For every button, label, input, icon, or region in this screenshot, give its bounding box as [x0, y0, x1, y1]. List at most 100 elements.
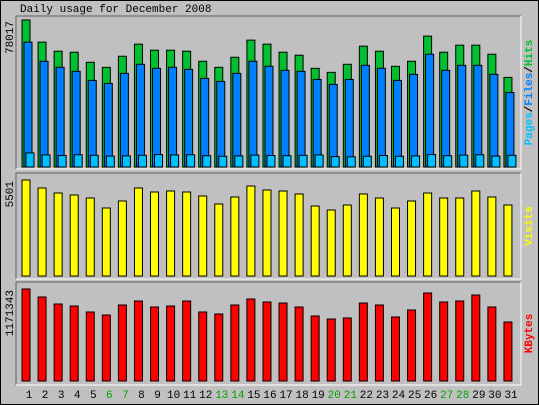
bar	[487, 306, 497, 382]
bar	[137, 154, 147, 168]
legend-separator: /	[524, 66, 536, 73]
bar	[310, 315, 320, 382]
legend: KBytes	[524, 314, 536, 354]
bar	[425, 53, 435, 168]
bar	[489, 73, 499, 168]
bar	[250, 154, 260, 168]
bar	[491, 155, 501, 168]
bar	[21, 179, 31, 277]
bar	[41, 154, 51, 168]
y-tick-label: 5501	[5, 181, 17, 208]
bar	[73, 154, 83, 168]
bar	[182, 300, 192, 382]
bar	[135, 63, 145, 168]
bar	[53, 192, 63, 277]
panel-border	[16, 16, 522, 170]
bar	[439, 301, 449, 382]
x-tick-label: 12	[199, 390, 212, 402]
bar	[103, 82, 113, 168]
bar	[441, 69, 451, 168]
bar	[234, 155, 244, 168]
x-tick-label: 25	[408, 390, 421, 402]
bar	[455, 197, 465, 277]
bar	[200, 77, 210, 168]
bar	[310, 205, 320, 277]
bar	[312, 78, 322, 168]
bar	[168, 66, 178, 168]
x-tick-label: 7	[122, 390, 129, 402]
x-tick-label: 5	[90, 390, 97, 402]
bar	[186, 154, 196, 168]
x-tick-label: 18	[296, 390, 309, 402]
x-tick-label: 19	[312, 390, 325, 402]
bar	[407, 200, 417, 277]
bar	[443, 155, 453, 168]
bar	[390, 316, 400, 382]
bar	[376, 67, 386, 168]
bar	[407, 309, 417, 382]
legend-entry: KBytes	[524, 314, 536, 354]
x-tick-label: 17	[279, 390, 292, 402]
bar	[346, 156, 356, 168]
bar	[427, 154, 437, 168]
bar	[296, 70, 306, 168]
bar	[326, 318, 336, 382]
y-tick-label: 1171343	[5, 290, 17, 336]
bar	[230, 196, 240, 277]
bar	[457, 64, 467, 168]
bar	[264, 65, 274, 168]
panel-border	[16, 282, 522, 386]
bar	[23, 41, 33, 168]
panel-border	[15, 15, 521, 169]
bar	[282, 155, 292, 168]
bar	[374, 304, 384, 382]
bar	[184, 68, 194, 168]
legend-entry: Files	[524, 73, 536, 106]
x-tick-label: 3	[58, 390, 65, 402]
bar	[471, 294, 481, 382]
bar	[262, 301, 272, 382]
bar	[232, 72, 242, 168]
bar	[57, 155, 67, 168]
bar	[69, 194, 79, 277]
bar	[101, 314, 111, 382]
x-tick-label: 13	[215, 390, 228, 402]
bar	[358, 302, 368, 382]
bar	[344, 78, 354, 168]
bar	[475, 154, 485, 168]
bar	[374, 197, 384, 277]
bar	[423, 192, 433, 277]
bar	[278, 190, 288, 277]
bar	[37, 296, 47, 382]
bar	[326, 209, 336, 277]
bar	[117, 200, 127, 277]
x-tick-label: 30	[488, 390, 501, 402]
x-tick-label: 8	[138, 390, 145, 402]
bar	[21, 288, 31, 382]
bar	[85, 311, 95, 382]
bar	[117, 304, 127, 382]
bar	[409, 73, 419, 168]
bar	[133, 300, 143, 382]
bar	[278, 302, 288, 382]
x-tick-label: 11	[183, 390, 197, 402]
bar	[342, 317, 352, 382]
bar	[328, 83, 338, 168]
bar	[89, 154, 99, 168]
bar	[473, 64, 483, 168]
bar	[280, 69, 290, 168]
bar	[55, 66, 65, 168]
x-tick-label: 28	[456, 390, 469, 402]
x-tick-label: 22	[360, 390, 373, 402]
x-tick-label: 2	[42, 390, 49, 402]
bar	[198, 311, 208, 382]
x-tick-label: 10	[167, 390, 180, 402]
bar	[262, 189, 272, 277]
bar	[360, 64, 370, 168]
x-tick-label: 15	[247, 390, 260, 402]
bar	[394, 155, 404, 168]
bar	[314, 154, 324, 168]
panel-border	[15, 172, 521, 279]
